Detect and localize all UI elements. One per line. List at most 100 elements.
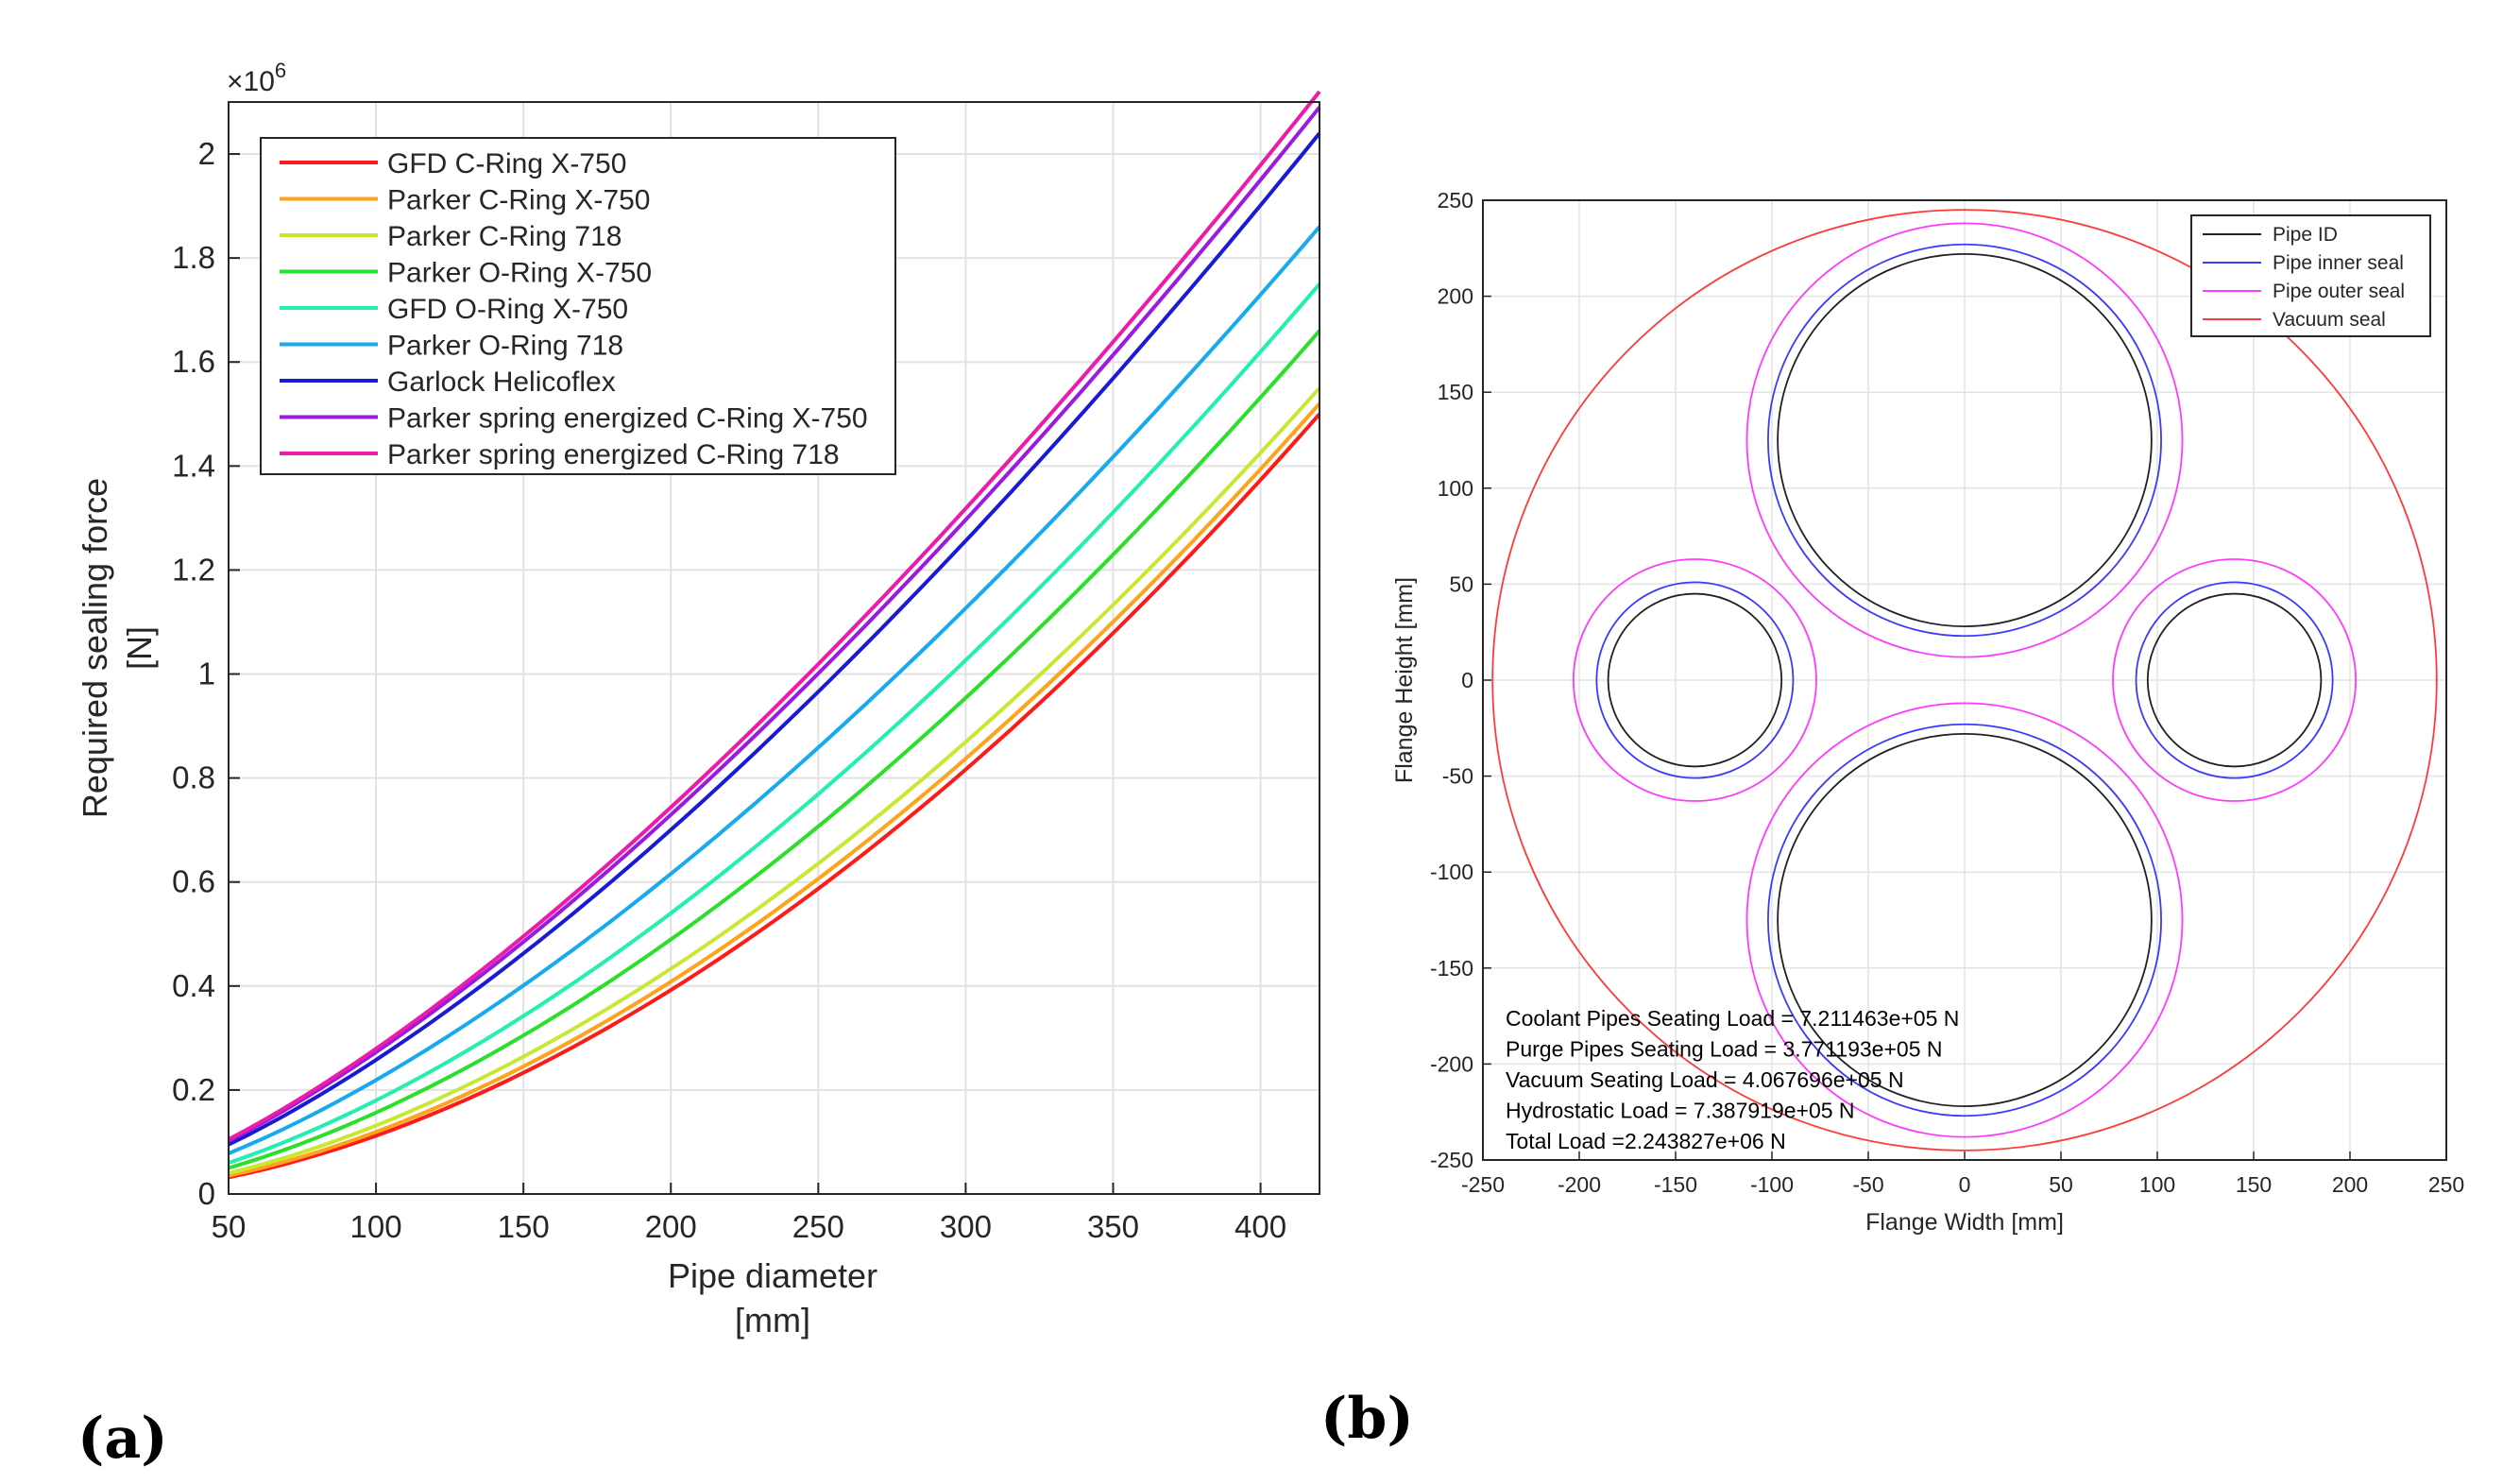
b-x-ticks: -250 -200 -150 -100 -50 0 50 100 150 200 250 (1461, 1151, 2464, 1197)
b-circle (1572, 558, 1817, 802)
b-x-tick-label: -250 (1461, 1172, 1505, 1197)
b-circles (1491, 209, 2438, 1151)
a-plot-frame (228, 101, 1320, 1195)
b-circle (1767, 723, 2162, 1117)
a-legend-label: Parker O-Ring 718 (387, 331, 623, 362)
b-y-tick-label: 150 (1438, 380, 1473, 404)
b-annotations: Coolant Pipes Seating Load = 7.211463e+0… (1506, 1006, 1959, 1153)
b-y-tick-label: -100 (1430, 860, 1473, 884)
a-legend-label: Parker C-Ring 718 (387, 221, 621, 252)
a-series-line (228, 412, 1321, 1180)
b-circle (1607, 592, 1783, 768)
b-circle (1745, 222, 2184, 658)
a-x-tick-label: 150 (498, 1209, 550, 1244)
b-x-axis-label: Flange Width [mm] (1865, 1209, 2064, 1236)
a-x-tick-label: 400 (1234, 1209, 1286, 1244)
b-x-tick-label: 250 (2428, 1172, 2464, 1197)
a-series-line (228, 282, 1321, 1165)
a-y-tick-label: 1.6 (172, 344, 215, 379)
a-x-tick-label: 250 (792, 1209, 844, 1244)
b-legend-label: Pipe ID (2273, 224, 2338, 246)
b-annotation-line: Vacuum Seating Load = 4.067696e+05 N (1506, 1067, 1904, 1092)
b-circle (1777, 252, 2153, 628)
b-y-tick-label: 0 (1461, 668, 1473, 692)
b-y-tick-label: -200 (1430, 1051, 1473, 1076)
b-y-axis-label: Flange Height [mm] (1391, 577, 1418, 783)
a-y-tick-label: 0 (198, 1176, 215, 1211)
b-y-ticks: -250 -200 -150 -100 -50 0 50 100 150 200 250 (1430, 188, 1491, 1172)
a-legend: GFD C-Ring X-750 Parker C-Ring X-750 Parke… (260, 137, 896, 475)
a-x-axis-units: [mm] (735, 1301, 810, 1339)
a-y-tick-label: 1.2 (172, 552, 215, 587)
b-x-tick-label: -100 (1750, 1172, 1794, 1197)
a-series-line (228, 225, 1321, 1155)
a-y-tick-label: 2 (198, 136, 215, 171)
b-legend-box (2190, 214, 2431, 337)
b-y-tick-label: -150 (1430, 956, 1473, 981)
a-x-axis-label: Pipe diameter (668, 1256, 877, 1295)
b-y-tick-label: -250 (1430, 1148, 1473, 1172)
b-y-tick-label: 100 (1438, 476, 1473, 501)
b-annotation-line: Purge Pipes Seating Load = 3.771193e+05 … (1506, 1037, 1943, 1062)
a-series-lines (228, 90, 1321, 1180)
b-circle (1745, 702, 2184, 1138)
a-y-tick-label: 0.6 (172, 864, 215, 899)
a-legend-label: Parker spring energized C-Ring X-750 (387, 403, 868, 435)
a-y-exponent: ×106 (227, 59, 286, 97)
b-y-tick-label: 200 (1438, 284, 1473, 309)
b-x-tick-label: 50 (2049, 1172, 2073, 1197)
a-y-ticks: 0 0.2 0.4 0.6 0.8 1 1.2 1.4 1.6 1.8 2 (172, 136, 240, 1211)
a-y-tick-label: 0.4 (172, 968, 215, 1003)
a-x-tick-label: 300 (940, 1209, 992, 1244)
a-x-ticks: 50 100 150 200 250 300 350 400 (212, 1183, 1286, 1244)
b-legend: Pipe ID Pipe inner seal Pipe outer seal Vac… (2190, 214, 2431, 337)
b-x-tick-label: -150 (1654, 1172, 1697, 1197)
a-series-line (228, 90, 1321, 1141)
a-series-line (228, 131, 1321, 1147)
a-legend-label: Parker C-Ring X-750 (387, 185, 650, 216)
a-y-tick-label: 0.8 (172, 760, 215, 795)
a-series-line (228, 106, 1321, 1143)
b-x-tick-label: 0 (1959, 1172, 1971, 1197)
a-series-line (228, 386, 1321, 1175)
a-series-line (228, 329, 1321, 1170)
b-legend-label: Pipe inner seal (2273, 252, 2404, 274)
b-annotation-line: Coolant Pipes Seating Load = 7.211463e+0… (1506, 1006, 1959, 1031)
a-legend-label: Parker spring energized C-Ring 718 (387, 439, 840, 470)
b-circle (2112, 558, 2358, 802)
a-series-line (228, 401, 1321, 1178)
a-legend-label: GFD O-Ring X-750 (387, 294, 628, 325)
b-circle (1491, 209, 2438, 1151)
chart-a: 50 100 150 200 250 300 350 400 0 0.2 0.4 0.6 0.8 1 1.… (76, 59, 1321, 1339)
a-x-tick-label: 50 (212, 1209, 247, 1244)
b-x-tick-label: 100 (2139, 1172, 2175, 1197)
a-x-tick-label: 350 (1087, 1209, 1139, 1244)
b-y-tick-label: 50 (1449, 571, 1473, 596)
b-annotation-line: Hydrostatic Load = 7.387919e+05 N (1506, 1099, 1855, 1123)
panel-label-b: (b) (1320, 1386, 1414, 1452)
chart-b: -250 -200 -150 -100 -50 0 50 100 150 200 250 -250-… (1391, 188, 2464, 1236)
panel-label-a: (a) (77, 1406, 168, 1472)
a-y-axis-units: [N] (120, 626, 159, 670)
b-circle (2135, 581, 2334, 779)
a-x-tick-label: 200 (645, 1209, 697, 1244)
b-x-tick-label: 150 (2236, 1172, 2272, 1197)
a-x-tick-label: 100 (350, 1209, 402, 1244)
b-circle (2146, 592, 2323, 768)
b-legend-label: Vacuum seal (2273, 309, 2386, 331)
b-y-tick-label: 250 (1438, 188, 1473, 213)
a-y-tick-label: 1.4 (172, 448, 215, 483)
b-x-tick-label: 200 (2332, 1172, 2368, 1197)
b-annotation-line: Total Load =2.243827e+06 N (1506, 1129, 1786, 1153)
b-circle (1595, 581, 1795, 779)
a-legend-label: Parker O-Ring X-750 (387, 258, 652, 289)
b-circle (1767, 243, 2162, 638)
a-y-axis-label: Required sealing force (76, 478, 114, 818)
a-legend-label: Garlock Helicoflex (387, 367, 616, 398)
b-y-tick-label: -50 (1442, 764, 1473, 789)
a-y-tick-label: 1 (198, 657, 215, 691)
b-x-tick-label: -200 (1558, 1172, 1601, 1197)
a-legend-label: GFD C-Ring X-750 (387, 148, 626, 179)
a-y-tick-label: 0.2 (172, 1072, 215, 1107)
